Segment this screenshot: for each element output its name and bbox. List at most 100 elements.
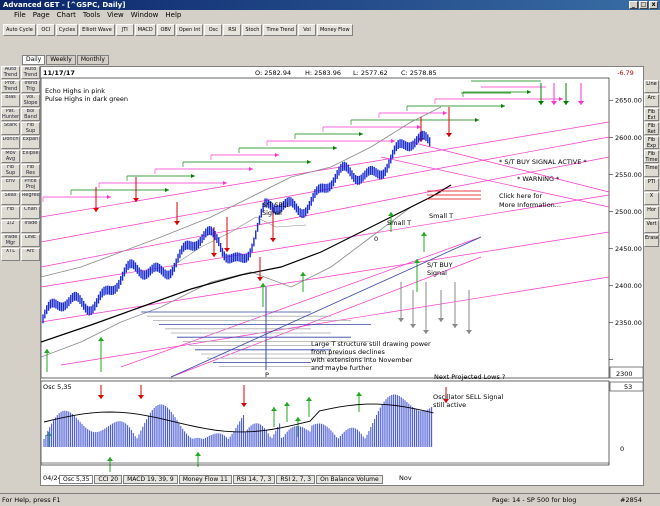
toolbar-stoch[interactable]: Stoch xyxy=(242,24,263,36)
pink-trendline xyxy=(380,156,610,208)
chart-window[interactable]: 11/17/17 O: 2582.94 H: 2583.96 L: 2577.6… xyxy=(40,66,644,486)
right-tool-4[interactable]: Fib Exp xyxy=(644,136,659,149)
osc-buy-arrow xyxy=(356,392,362,396)
osc-sell-arrow xyxy=(138,395,144,399)
toolbar-obv[interactable]: OBV xyxy=(156,24,175,36)
pink-trendline xyxy=(40,231,610,323)
toolbar-auto-cycle[interactable]: Auto Cycle xyxy=(3,24,36,36)
right-tool-2[interactable]: Fib Ext xyxy=(644,108,659,121)
toolbar-oci[interactable]: OCI xyxy=(36,24,55,36)
right-tool-10[interactable]: Vert xyxy=(644,220,659,233)
indicator-tab-0[interactable]: Osc 5,35 xyxy=(59,475,94,484)
left-tool-5[interactable]: Vol. Slope xyxy=(21,94,40,107)
tab-monthly[interactable]: Monthly xyxy=(76,55,109,65)
left-tool-3[interactable]: Trend Trig xyxy=(21,80,40,93)
indicator-tab-2[interactable]: MACD 19, 39, 9 xyxy=(123,475,178,484)
left-tool-7[interactable]: Bol Band xyxy=(21,108,40,121)
toolbar-open-int[interactable]: Open Int xyxy=(175,24,204,36)
right-tool-9[interactable]: Hor xyxy=(644,206,659,219)
price-label: 2450.00 xyxy=(615,245,642,253)
envelope-upper xyxy=(40,106,442,278)
price-bars xyxy=(42,130,431,324)
right-tool-11[interactable]: Erase xyxy=(644,234,659,247)
tab-weekly[interactable]: Weekly xyxy=(46,55,76,65)
left-tool-10[interactable]: Donch xyxy=(1,136,20,149)
projected-low-arrow xyxy=(398,318,404,322)
window-title-bar: Advanced GET - [^GSPC, Daily] _ □ x xyxy=(0,0,660,10)
toolbar-vol[interactable]: Vol xyxy=(297,24,316,36)
left-tool-18[interactable]: Seas xyxy=(1,192,20,205)
right-tool-6[interactable]: Time xyxy=(644,164,659,177)
osc-value: 53 xyxy=(624,383,632,391)
toolbar-money-flow[interactable]: Money Flow xyxy=(316,24,353,36)
indicator-tab-1[interactable]: CCI 20 xyxy=(94,475,123,484)
blue-trendline xyxy=(170,236,482,378)
toolbar-osc[interactable]: Osc xyxy=(204,24,223,36)
menu-view[interactable]: View xyxy=(107,11,124,19)
sell-arrow xyxy=(446,133,452,137)
indicator-tab-5[interactable]: RSI 2, 7, 3 xyxy=(276,475,316,484)
chart-drawings xyxy=(40,80,610,472)
price-chart[interactable]: 11/17/17 O: 2582.94 H: 2583.96 L: 2577.6… xyxy=(40,67,644,485)
right-tool-5[interactable]: Fib Time xyxy=(644,150,659,163)
toolbar-jti[interactable]: JTI xyxy=(115,24,134,36)
right-tool-7[interactable]: PTI xyxy=(644,178,659,191)
indicator-tab-6[interactable]: On Balance Volume xyxy=(316,475,383,484)
left-tool-25[interactable]: LINE xyxy=(21,234,40,247)
echo-pulse-arrow xyxy=(249,167,253,171)
menu-window[interactable]: Window xyxy=(130,11,159,19)
annotation-click-here[interactable]: Click here for xyxy=(499,192,543,200)
buy-arrow xyxy=(260,283,266,287)
toolbar-rsi[interactable]: RSI xyxy=(223,24,242,36)
left-tool-23[interactable]: Trade xyxy=(21,220,40,233)
left-tool-15[interactable]: Fib Res xyxy=(21,164,40,177)
left-tool-17[interactable]: Price Proj xyxy=(21,178,40,191)
left-tool-20[interactable]: Fib xyxy=(1,206,20,219)
right-tool-0[interactable]: Line xyxy=(644,80,659,93)
right-tool-8[interactable]: X xyxy=(644,192,659,205)
left-tool-12[interactable]: Mov Avg xyxy=(1,150,20,163)
toolbar-cycles[interactable]: Cycles xyxy=(55,24,79,36)
tab-daily[interactable]: Daily xyxy=(22,55,46,65)
close-button[interactable]: x xyxy=(649,1,658,9)
sell-arrow xyxy=(174,221,180,225)
maximize-button[interactable]: □ xyxy=(639,1,648,9)
menu-chart[interactable]: Chart xyxy=(56,11,76,19)
menu-help[interactable]: Help xyxy=(165,11,182,19)
annotation-osc-sell: Oscillator SELL Signal xyxy=(433,393,503,401)
menu-page[interactable]: Page xyxy=(32,11,50,19)
projected-low-arrow xyxy=(438,318,444,322)
left-tool-13[interactable]: Ellipse xyxy=(21,150,40,163)
left-tool-0[interactable]: Auto Trend xyxy=(1,66,20,79)
left-tool-4[interactable]: Bias xyxy=(1,94,20,107)
toolbar-macd[interactable]: MACD xyxy=(134,24,156,36)
menu-file[interactable]: File xyxy=(14,11,26,19)
left-tool-16[interactable]: Env xyxy=(1,178,20,191)
annotation-more-info[interactable]: More Information... xyxy=(499,201,561,209)
indicator-tabs: Osc 5,35 CCI 20 MACD 19, 39, 9 Money Flow 1… xyxy=(59,475,384,484)
right-tool-1[interactable]: Arc xyxy=(644,94,659,107)
left-tool-19[interactable]: Regress xyxy=(21,192,40,205)
left-tool-11[interactable]: Expan xyxy=(21,136,40,149)
indicator-tab-4[interactable]: RSI 14, 7, 3 xyxy=(232,475,276,484)
left-tool-26[interactable]: XTL xyxy=(1,248,20,261)
echo-pulse-arrow xyxy=(333,146,337,150)
left-tool-9[interactable]: Fib Sup xyxy=(21,122,40,135)
left-tool-27[interactable]: Arc xyxy=(21,248,40,261)
indicator-tab-3[interactable]: Money Flow 11 xyxy=(178,475,232,484)
left-tool-2[interactable]: Prof. Trend xyxy=(1,80,20,93)
left-tool-22[interactable]: 1/2 xyxy=(1,220,20,233)
left-tool-14[interactable]: Fib Sup xyxy=(1,164,20,177)
echo-pulse-arrow xyxy=(391,139,395,143)
left-tool-24[interactable]: Trade Mgr xyxy=(1,234,20,247)
toolbar-elliott[interactable]: Elliott Wave xyxy=(79,24,115,36)
right-tool-3[interactable]: Fib Ret xyxy=(644,122,659,135)
left-tool-1[interactable]: Auto Trend xyxy=(21,66,40,79)
left-tool-8[interactable]: Stark xyxy=(1,122,20,135)
left-tool-6[interactable]: Pat. Hunter xyxy=(1,108,20,121)
menu-tools[interactable]: Tools xyxy=(82,11,101,19)
left-tool-21[interactable]: Chan xyxy=(21,206,40,219)
toolbar-time-trend[interactable]: Time Trend xyxy=(263,24,297,36)
minimize-button[interactable]: _ xyxy=(629,1,638,9)
top-vertical-arrow xyxy=(538,101,544,105)
